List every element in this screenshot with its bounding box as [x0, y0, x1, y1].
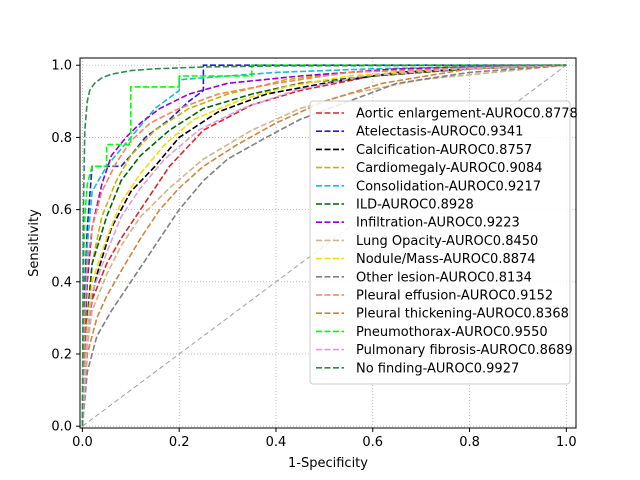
legend-label: Pneumothorax-AUROC0.9550: [356, 325, 548, 340]
series-line-11: [81, 64, 567, 427]
x-tick-label: 0.6: [362, 435, 383, 450]
legend-label: No finding-AUROC0.9927: [356, 361, 519, 376]
legend-label: Pleural effusion-AUROC0.9152: [356, 289, 553, 304]
series-line-12: [81, 64, 567, 427]
y-tick-label: 1.0: [51, 59, 72, 74]
legend-label: Pleural thickening-AUROC0.8368: [356, 307, 569, 322]
series-line-10: [81, 64, 567, 427]
legend-label: Other lesion-AUROC0.8134: [356, 270, 532, 285]
series-lines: [81, 64, 567, 427]
series-line-14: [81, 64, 567, 427]
legend-label: Lung Opacity-AUROC0.8450: [356, 234, 538, 249]
legend-label: Consolidation-AUROC0.9217: [356, 179, 541, 194]
legend-box: [309, 100, 571, 385]
legend-label: Pulmonary fibrosis-AUROC0.8689: [356, 343, 573, 358]
y-axis-ticks: 0.0 0.2 0.4 0.6 0.8 1.0: [51, 59, 80, 435]
legend-label: Calcification-AUROC0.8757: [356, 143, 532, 158]
x-tick-label: 0.4: [266, 435, 287, 450]
series-line-1: [81, 64, 567, 427]
series-line-2: [81, 64, 567, 427]
series-line-6: [81, 64, 567, 427]
legend: Aortic enlargement-AUROC0.8778 Atelectasi…: [309, 100, 578, 385]
y-axis-label: Sensitivity: [27, 209, 42, 277]
series-line-13: [81, 64, 567, 427]
legend-label: Atelectasis-AUROC0.9341: [356, 125, 523, 140]
y-tick-label: 0.0: [51, 420, 72, 435]
x-axis-label: 1-Specificity: [288, 456, 368, 471]
series-line-8: [81, 64, 567, 427]
series-line-4: [81, 64, 567, 427]
x-tick-label: 0.0: [72, 435, 93, 450]
legend-label: Nodule/Mass-AUROC0.8874: [356, 252, 536, 267]
legend-label: Aortic enlargement-AUROC0.8778: [356, 107, 578, 122]
x-tick-label: 0.2: [169, 435, 190, 450]
y-tick-label: 0.4: [51, 275, 72, 290]
y-tick-label: 0.6: [51, 203, 72, 218]
x-axis-ticks: 0.0 0.2 0.4 0.6 0.8 1.0: [72, 428, 577, 450]
legend-label: ILD-AUROC0.8928: [356, 198, 474, 213]
legend-label: Infiltration-AUROC0.9223: [356, 216, 520, 231]
x-tick-label: 1.0: [556, 435, 577, 450]
y-tick-label: 0.8: [51, 131, 72, 146]
legend-label: Cardiomegaly-AUROC0.9084: [356, 161, 543, 176]
y-tick-label: 0.2: [51, 348, 72, 363]
x-tick-label: 0.8: [459, 435, 480, 450]
reference-diagonal: [82, 64, 567, 427]
chance-line: [82, 64, 567, 427]
plot-frame: [79, 57, 577, 429]
series-line-9: [81, 64, 567, 427]
series-line-5: [81, 64, 567, 427]
